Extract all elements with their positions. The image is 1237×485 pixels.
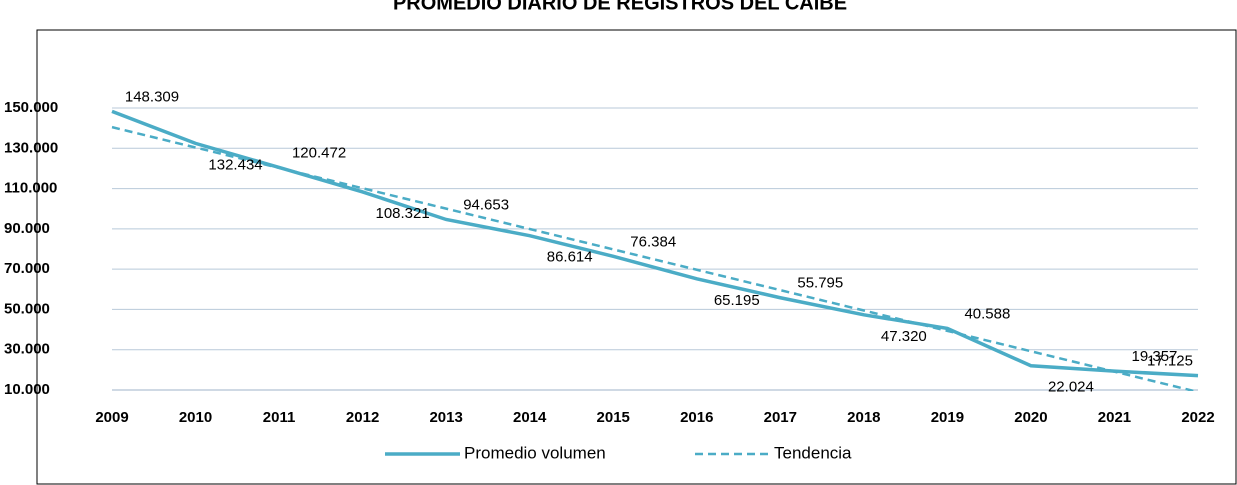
data-label: 108.321 (375, 205, 429, 222)
data-label: 86.614 (547, 249, 593, 266)
x-tick-label: 2015 (597, 409, 630, 426)
x-tick-label: 2016 (680, 409, 713, 426)
y-tick-label: 130.000 (4, 139, 58, 156)
x-tick-label: 2014 (513, 409, 547, 426)
data-label: 17.125 (1147, 353, 1193, 370)
x-tick-label: 2020 (1014, 409, 1047, 426)
data-label: 148.309 (125, 88, 179, 105)
chart-frame (36, 29, 1237, 485)
data-label: 47.320 (881, 328, 927, 345)
y-tick-label: 50.000 (4, 300, 50, 317)
data-label: 55.795 (797, 275, 843, 292)
y-tick-label: 150.000 (4, 99, 58, 116)
data-label: 19.357 (1132, 348, 1178, 365)
y-tick-label: 90.000 (4, 220, 50, 237)
x-tick-label: 2012 (346, 409, 379, 426)
y-tick-label: 110.000 (4, 180, 57, 197)
y-tick-label: 10.000 (4, 381, 50, 398)
x-tick-label: 2009 (95, 409, 128, 426)
data-label: 65.195 (714, 292, 760, 309)
x-tick-label: 2022 (1181, 409, 1214, 426)
y-tick-label: 30.000 (4, 341, 50, 358)
series-line (111, 125, 1199, 391)
x-tick-label: 2019 (931, 409, 964, 426)
chart-title: PROMEDIO DIARIO DE REGISTROS DEL CAIBE (393, 0, 847, 14)
legend-label: Promedio volumen (464, 443, 606, 462)
data-label: 40.588 (964, 305, 1010, 322)
x-tick-label: 2013 (429, 409, 462, 426)
x-tick-label: 2017 (764, 409, 797, 426)
legend-label: Tendencia (774, 443, 852, 462)
x-tick-label: 2011 (263, 409, 296, 426)
y-tick-label: 70.000 (4, 260, 50, 277)
data-label: 120.472 (292, 144, 346, 161)
x-tick-label: 2021 (1098, 409, 1131, 426)
data-label: 94.653 (463, 196, 509, 213)
data-label: 132.434 (208, 156, 262, 173)
x-tick-label: 2010 (179, 409, 212, 426)
plot-area (111, 109, 1199, 391)
data-label: 76.384 (630, 233, 676, 250)
data-label: 22.024 (1048, 379, 1094, 396)
x-tick-label: 2018 (847, 409, 880, 426)
